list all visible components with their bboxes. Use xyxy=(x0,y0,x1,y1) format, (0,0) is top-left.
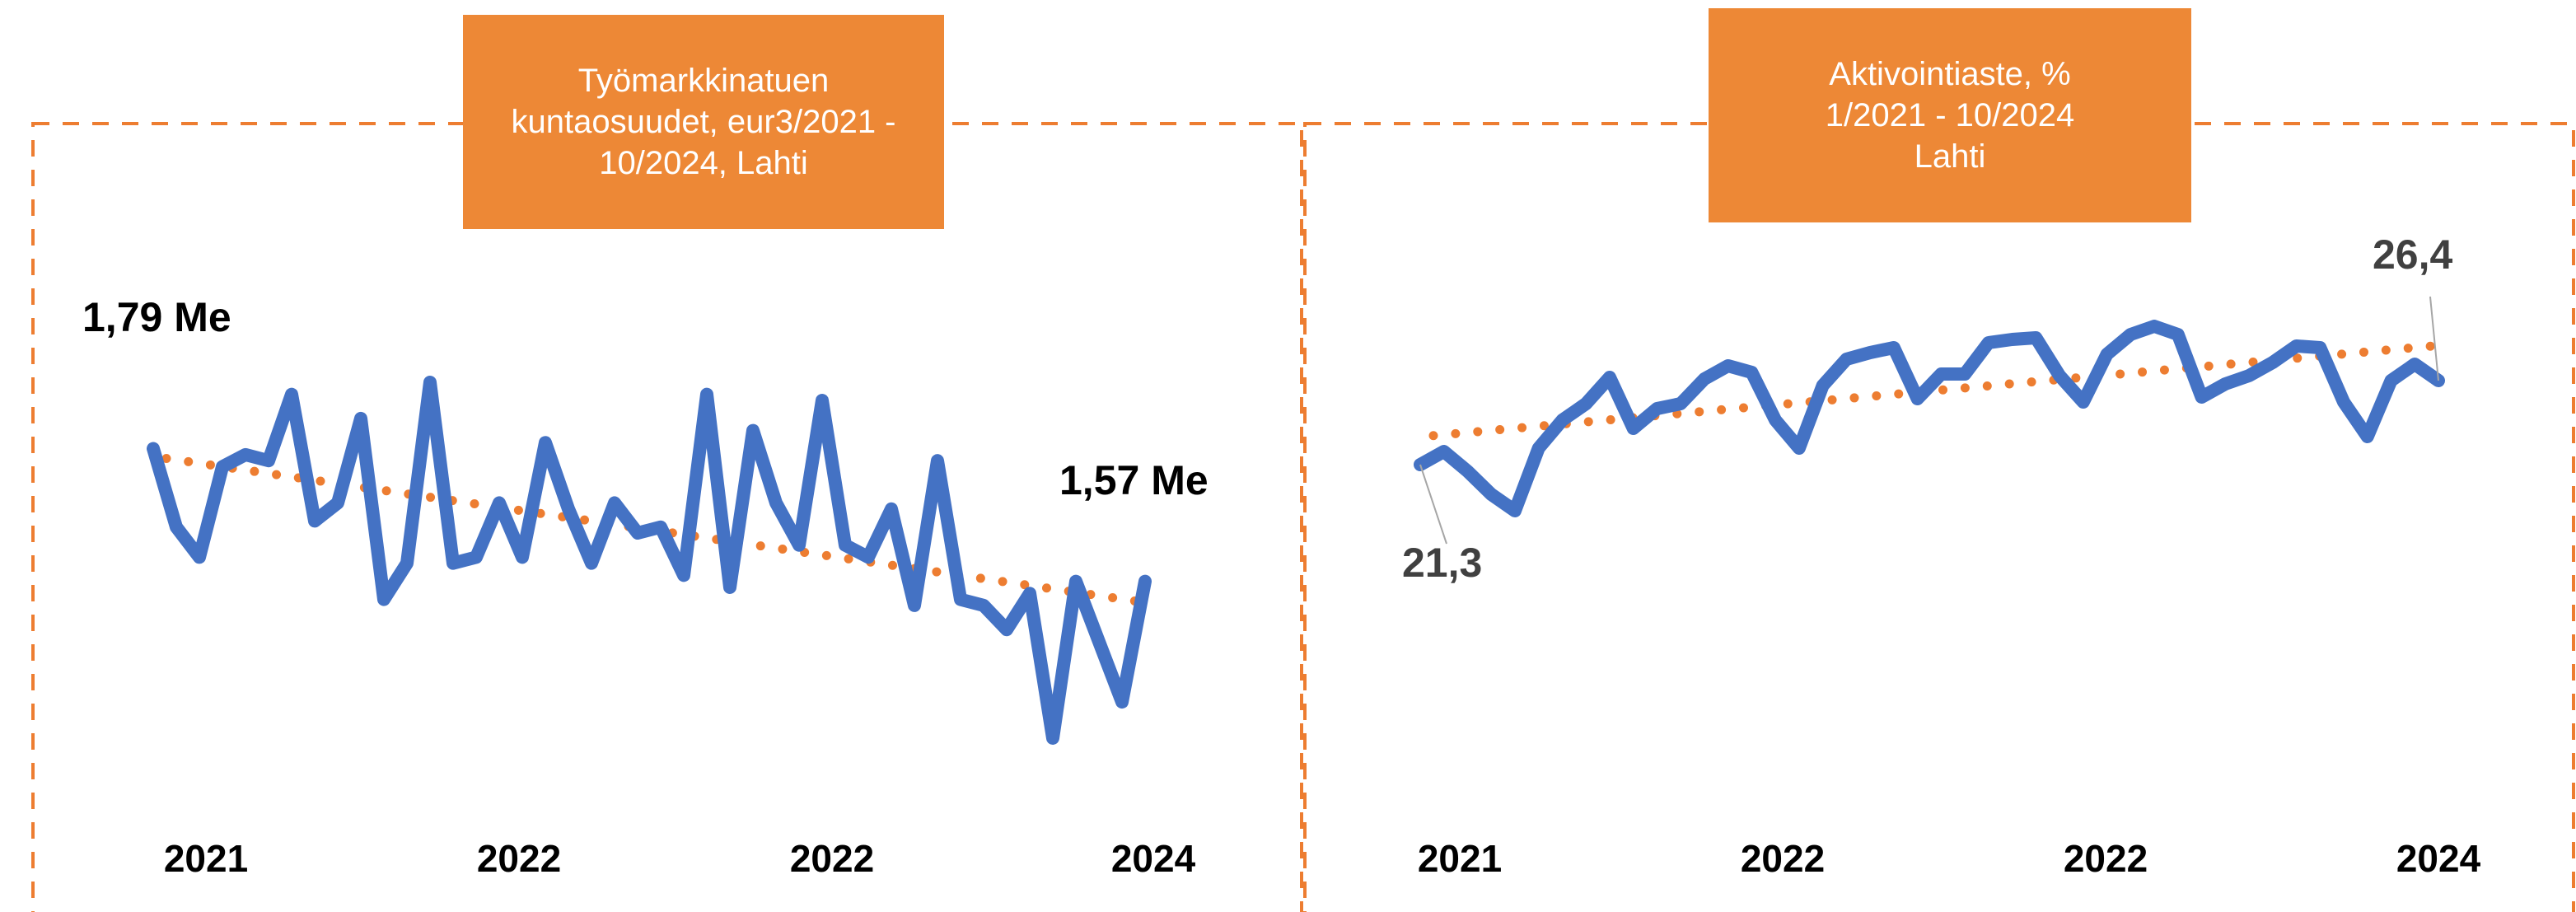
x-tick-label: 2024 xyxy=(1111,837,1196,880)
data-label: 1,57 Me xyxy=(1059,457,1209,503)
data-label: 26,4 xyxy=(2373,232,2453,278)
leader-line xyxy=(2429,296,2439,381)
x-tick-label: 2022 xyxy=(2064,837,2148,880)
frame-left xyxy=(31,122,1303,912)
data-line xyxy=(147,376,1152,745)
data-label: 1,79 Me xyxy=(82,294,231,340)
trend-line xyxy=(161,453,1150,607)
x-tick-label: 2022 xyxy=(477,837,561,880)
leader-line xyxy=(1419,464,1447,545)
x-tick-label: 2021 xyxy=(1418,837,1502,880)
x-tick-label: 2022 xyxy=(790,837,874,880)
chart-title: Aktivointiaste, % 1/2021 - 10/2024 Lahti xyxy=(1709,8,2191,222)
chart-title: Työmarkkinatuen kuntaosuudet, eur3/2021 … xyxy=(463,15,944,229)
x-tick-label: 2022 xyxy=(1741,837,1825,880)
x-tick-label: 2021 xyxy=(164,837,248,880)
data-label: 21,3 xyxy=(1402,540,1482,586)
data-line xyxy=(1414,320,2445,517)
x-tick-label: 2024 xyxy=(2396,837,2481,880)
